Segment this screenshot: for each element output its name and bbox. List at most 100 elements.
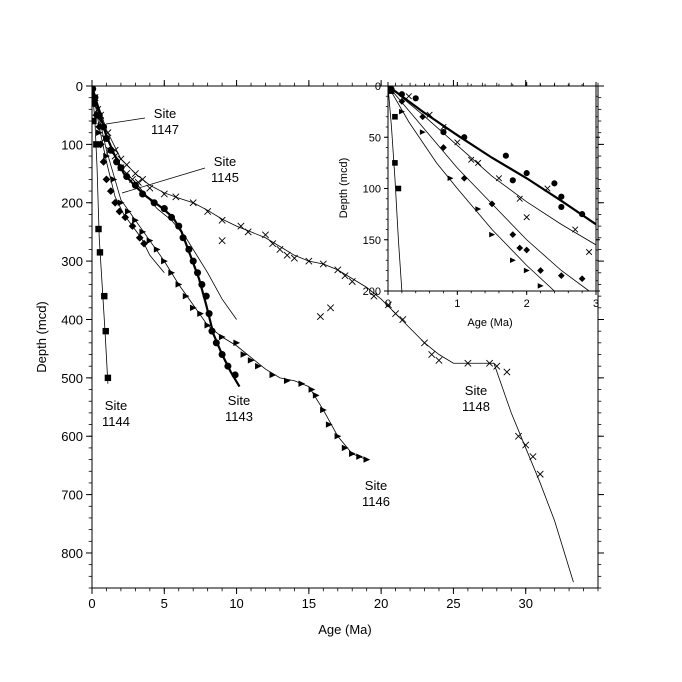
main-site-1147-point (140, 239, 148, 248)
main-site-1148-point (111, 146, 119, 154)
main-site-1146-point (308, 386, 316, 393)
main-site-1143-point (205, 310, 213, 318)
main-site-1146-point (182, 292, 190, 300)
inset-x-axis-label: Age (Ma) (467, 317, 512, 329)
site-1148-number: 1148 (462, 399, 490, 414)
inset-site-1146-point (510, 257, 516, 264)
main-site-1146-point (153, 246, 161, 253)
inset-site-1143-curve (388, 86, 596, 226)
main-site-1144-point (95, 225, 102, 233)
main-site-1148-point (261, 231, 270, 239)
main-series-markers (92, 86, 544, 478)
main-y-tick-label: 700 (61, 488, 83, 503)
inset-site-1144-curve (388, 86, 403, 291)
inset-site-1143-points (388, 86, 586, 218)
main-site-1148-point (172, 193, 180, 201)
main-site-1146-point (146, 237, 154, 244)
main-site-1148-point (334, 266, 342, 274)
inset-site-1143-point (579, 211, 586, 218)
main-site-1148-point (464, 359, 472, 367)
inset-site-1146-point (523, 267, 530, 274)
main-site-1143-point (102, 135, 110, 143)
inset-y-tick-label: 150 (363, 235, 381, 247)
main-site-1148-point (316, 313, 324, 321)
inset-panel: 0 1 2 3 0 50 100 150 200 Age (Ma) Depth (mcd) (338, 81, 600, 329)
inset-x-tick-label: 3 (593, 298, 599, 310)
main-site-1143-point (131, 181, 139, 189)
inset-site-1145-points (405, 93, 593, 256)
main-site-1143-points (92, 86, 239, 379)
site-label-1143: Site 1143 (225, 393, 253, 424)
inset-site-1146-point (489, 231, 496, 238)
main-site-1148-curve (92, 86, 574, 583)
inset-site-1143-point (502, 152, 509, 159)
main-y-tick-label: 200 (61, 196, 83, 211)
main-site-1147-point (106, 187, 115, 195)
main-y-tick-label: 800 (61, 546, 83, 561)
inset-site-1145-point (495, 175, 503, 182)
inset-site-1147-point (578, 275, 586, 283)
main-site-1146-point (320, 406, 327, 414)
site-1145-leader (121, 167, 206, 194)
inset-site-1143-point (551, 180, 558, 187)
main-site-1146-curve (92, 86, 367, 460)
main-site-1143-point (139, 190, 147, 198)
inset-site-1145-point (523, 214, 530, 221)
inset-site-1145-point (468, 156, 475, 163)
main-site-1146-point (132, 217, 139, 224)
inset-site-1146-point (419, 129, 426, 135)
main-site-1145-point (111, 152, 119, 160)
main-site-1143-point (150, 199, 158, 207)
site-1143-number: 1143 (225, 409, 253, 424)
inset-site-1147-point (509, 231, 517, 238)
inset-site-1146-point (447, 175, 454, 182)
main-site-1146-point (298, 380, 306, 387)
main-site-1148-point (392, 310, 400, 318)
inset-y-tick-label: 50 (369, 132, 381, 144)
main-site-1144-point (92, 100, 96, 107)
main-site-1146-point (334, 433, 342, 440)
main-site-1146-point (168, 269, 176, 276)
inset-site-1147-point (419, 113, 427, 121)
inset-site-1146-points (399, 108, 544, 289)
main-site-1148-point (384, 301, 392, 309)
main-site-1143-point (202, 292, 210, 300)
inset-site-1145-point (440, 123, 447, 131)
inset-site-1143-point (523, 170, 530, 177)
main-site-1148-point (123, 161, 131, 169)
main-site-1148-point (117, 155, 125, 163)
inset-site-1147-points (398, 98, 586, 283)
main-x-tick-label: 30 (518, 596, 532, 611)
main-site-1143-point (167, 213, 176, 221)
main-site-1143-point (100, 123, 108, 131)
inset-site-1145-point (426, 111, 433, 118)
main-site-1143-point (107, 146, 115, 154)
inset-axis-ticks: 0 1 2 3 0 50 100 150 200 (363, 81, 600, 310)
inset-site-1147-point (488, 200, 496, 208)
main-site-1146-point (341, 444, 349, 452)
site-1144-number: 1144 (102, 414, 130, 429)
inset-site-1145-point (585, 248, 593, 256)
main-site-1143-point (194, 269, 202, 277)
inset-series-curves (388, 86, 596, 291)
site-1147-number: 1147 (151, 122, 179, 137)
main-site-1146-point (110, 176, 118, 183)
main-site-1144-point (101, 292, 108, 300)
main-site-1146-point (197, 310, 204, 317)
main-site-1146-point (312, 392, 320, 399)
main-y-tick-label: 100 (61, 137, 83, 152)
inset-site-1143-point (558, 193, 565, 200)
main-x-tick-label: 25 (446, 596, 460, 611)
main-site-1148-point (536, 470, 544, 478)
main-site-1148-point (503, 368, 511, 376)
main-site-1147-point (128, 222, 137, 230)
main-site-1148-point (522, 441, 530, 449)
main-site-1143-point (117, 164, 125, 172)
inset-background (388, 86, 596, 291)
main-site-1148-point (428, 350, 436, 359)
main-site-1148-point (493, 362, 501, 370)
main-site-1143-point (179, 234, 187, 242)
inset-site-1143-point (461, 134, 468, 141)
main-site-1148-point (486, 359, 494, 367)
main-site-1146-point (124, 208, 132, 215)
